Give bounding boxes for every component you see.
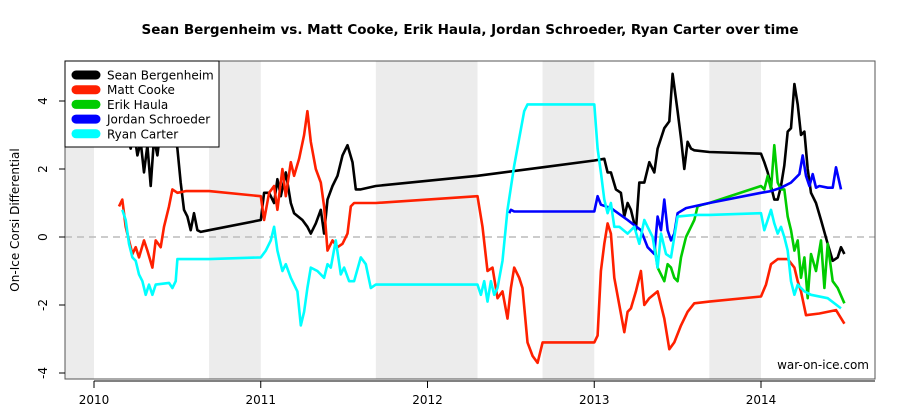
- plot-frame: [64, 60, 876, 380]
- legend-label: Matt Cooke: [107, 83, 175, 97]
- x-tick-label: 2010: [79, 393, 110, 407]
- x-tick-label: 2011: [245, 393, 276, 407]
- x-tick-label: 2013: [579, 393, 610, 407]
- x-tick-label: 2014: [746, 393, 777, 407]
- y-tick-label: 0: [36, 233, 50, 241]
- offseason-bands: [65, 61, 875, 379]
- x-axis: 2010 2011 2012 2013 2014: [79, 380, 875, 407]
- chart-title: Sean Bergenheim vs. Matt Cooke, Erik Hau…: [141, 22, 799, 38]
- legend-label: Erik Haula: [107, 98, 168, 112]
- y-tick-label: -2: [36, 299, 50, 311]
- series-line-jordan-schroeder: [508, 154, 843, 256]
- y-axis-title: On-Ice Corsi Differential: [8, 148, 22, 291]
- series-line-matt-cooke: [117, 109, 846, 365]
- x-tick-label: 2012: [412, 393, 443, 407]
- offseason-band: [375, 61, 478, 379]
- legend-label: Jordan Schroeder: [106, 113, 210, 127]
- series-line-ryan-carter: [121, 103, 842, 327]
- series-line-erik-haula: [653, 143, 846, 304]
- legend-label: Sean Bergenheim: [107, 69, 214, 83]
- credit-text: war-on-ice.com: [777, 358, 869, 372]
- y-tick-label: -4: [36, 367, 50, 379]
- legend-label: Ryan Carter: [107, 127, 178, 141]
- offseason-band: [542, 61, 595, 379]
- y-tick-label: 4: [36, 97, 50, 105]
- y-axis: -4 -2 0 2 4: [36, 97, 65, 379]
- offseason-band: [709, 61, 761, 379]
- series-lines: [117, 72, 846, 365]
- y-tick-label: 2: [36, 165, 50, 173]
